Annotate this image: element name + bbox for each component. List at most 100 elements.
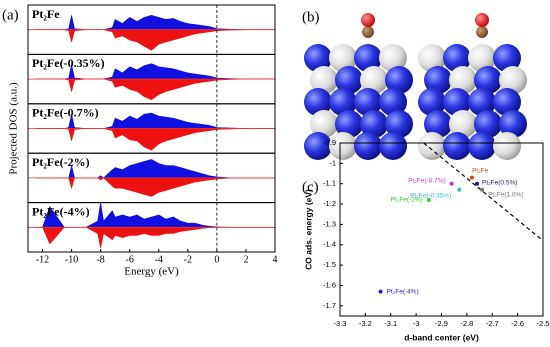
atom bbox=[304, 44, 332, 72]
y-axis-label: Projected DOS (a.u.) bbox=[8, 82, 20, 175]
point bbox=[449, 181, 454, 186]
atom bbox=[493, 132, 521, 160]
atom bbox=[493, 88, 521, 116]
x-tick-label: -2.5 bbox=[537, 319, 550, 328]
x-tick-label: -3 bbox=[413, 319, 420, 328]
atom bbox=[443, 44, 471, 72]
x-tick-label: -2.9 bbox=[435, 319, 448, 328]
atom bbox=[354, 132, 382, 160]
atom bbox=[493, 44, 521, 72]
atom bbox=[360, 66, 388, 94]
panel-label: (a) bbox=[2, 7, 19, 23]
atom bbox=[329, 88, 357, 116]
atom bbox=[468, 132, 496, 160]
atom bbox=[354, 44, 382, 72]
y-tick-label: -1.6 bbox=[323, 280, 336, 289]
panel-label: (b) bbox=[302, 9, 320, 25]
point bbox=[378, 289, 383, 294]
atom bbox=[424, 66, 452, 94]
panel-title: Pt₂Fe(-4%) bbox=[32, 204, 90, 218]
x-tick-label: -12 bbox=[36, 254, 49, 265]
atom bbox=[449, 66, 477, 94]
atom bbox=[335, 110, 363, 138]
y-tick-label: -0.9 bbox=[323, 138, 336, 147]
point bbox=[426, 197, 431, 202]
dos-area bbox=[35, 112, 275, 129]
atom bbox=[449, 110, 477, 138]
point-label: Pt₂Fe bbox=[472, 167, 489, 174]
subplot-frame bbox=[27, 202, 276, 253]
atom bbox=[310, 110, 338, 138]
atom bbox=[362, 26, 374, 38]
point-label: Pt₂Fe(1.0%) bbox=[488, 192, 523, 199]
atom bbox=[379, 132, 407, 160]
atom bbox=[385, 110, 413, 138]
atom bbox=[360, 110, 388, 138]
atom bbox=[474, 66, 502, 94]
slab-models bbox=[304, 13, 527, 160]
atom bbox=[443, 132, 471, 160]
point-label: Pt₂Fe(-0.7%) bbox=[408, 177, 446, 184]
x-tick-label: 0 bbox=[214, 254, 219, 265]
y-tick-label: -1 bbox=[329, 158, 336, 167]
point bbox=[480, 187, 485, 192]
atom bbox=[418, 44, 446, 72]
panel-label: (c) bbox=[302, 179, 319, 195]
atom bbox=[304, 132, 332, 160]
point bbox=[457, 187, 462, 192]
point bbox=[475, 181, 480, 186]
panel-title: Pt₂Fe(-2%) bbox=[32, 155, 90, 169]
x-tick-label: -6 bbox=[126, 254, 134, 265]
atom bbox=[310, 66, 338, 94]
atom bbox=[329, 132, 357, 160]
y-tick-label: -1.5 bbox=[323, 260, 336, 269]
y-axis-label: CO ads. energy (eV) bbox=[303, 189, 313, 270]
atom bbox=[474, 110, 502, 138]
atom bbox=[468, 44, 496, 72]
x-tick-label: -2.7 bbox=[486, 319, 499, 328]
dos-area bbox=[35, 227, 275, 248]
point-label: Pt₂Fe(-4%) bbox=[387, 288, 419, 295]
dos-area bbox=[35, 14, 275, 30]
x-axis-label: d-band center (eV) bbox=[404, 332, 479, 342]
atom bbox=[329, 44, 357, 72]
x-tick-label: -4 bbox=[155, 254, 163, 265]
x-tick-label: -2 bbox=[184, 254, 192, 265]
dos-area bbox=[35, 29, 275, 51]
atom bbox=[379, 44, 407, 72]
atom bbox=[499, 66, 527, 94]
atom bbox=[385, 66, 413, 94]
point bbox=[469, 175, 474, 180]
atom bbox=[499, 110, 527, 138]
x-tick-label: -3.1 bbox=[384, 319, 397, 328]
y-tick-label: -1.7 bbox=[323, 301, 336, 310]
atom bbox=[361, 13, 375, 27]
atom bbox=[335, 66, 363, 94]
atom bbox=[468, 88, 496, 116]
atom bbox=[424, 110, 452, 138]
x-tick-label: -3.2 bbox=[359, 319, 372, 328]
panel-title: Pt₂Fe(-0.35%) bbox=[32, 56, 105, 70]
point-label: Pt₂Fe(0.5%) bbox=[482, 179, 517, 186]
dos-area bbox=[35, 63, 275, 80]
atom bbox=[476, 26, 488, 38]
y-tick-label: -1.2 bbox=[323, 199, 336, 208]
x-tick-label: 4 bbox=[273, 254, 278, 265]
panel-title: Pt₂Fe(-0.7%) bbox=[32, 106, 99, 120]
x-tick-label: -2.8 bbox=[460, 319, 473, 328]
plot-frame bbox=[339, 142, 544, 317]
x-tick-label: -2.6 bbox=[511, 319, 524, 328]
x-tick-label: 2 bbox=[243, 254, 248, 265]
atom bbox=[354, 88, 382, 116]
atom bbox=[418, 132, 446, 160]
point-label: Pt₂Fe(-2%) bbox=[391, 197, 423, 204]
y-tick-label: -1.1 bbox=[323, 179, 336, 188]
atom bbox=[443, 88, 471, 116]
atom bbox=[379, 88, 407, 116]
panel-title: Pt₂Fe bbox=[32, 7, 60, 21]
point-label: Pt₂Fe(-0.35%) bbox=[410, 193, 451, 200]
dos-area bbox=[35, 177, 275, 197]
atom bbox=[475, 13, 489, 27]
dos-area bbox=[35, 128, 275, 151]
